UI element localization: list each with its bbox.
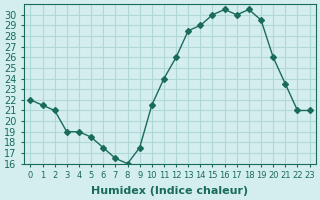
X-axis label: Humidex (Indice chaleur): Humidex (Indice chaleur) bbox=[92, 186, 249, 196]
